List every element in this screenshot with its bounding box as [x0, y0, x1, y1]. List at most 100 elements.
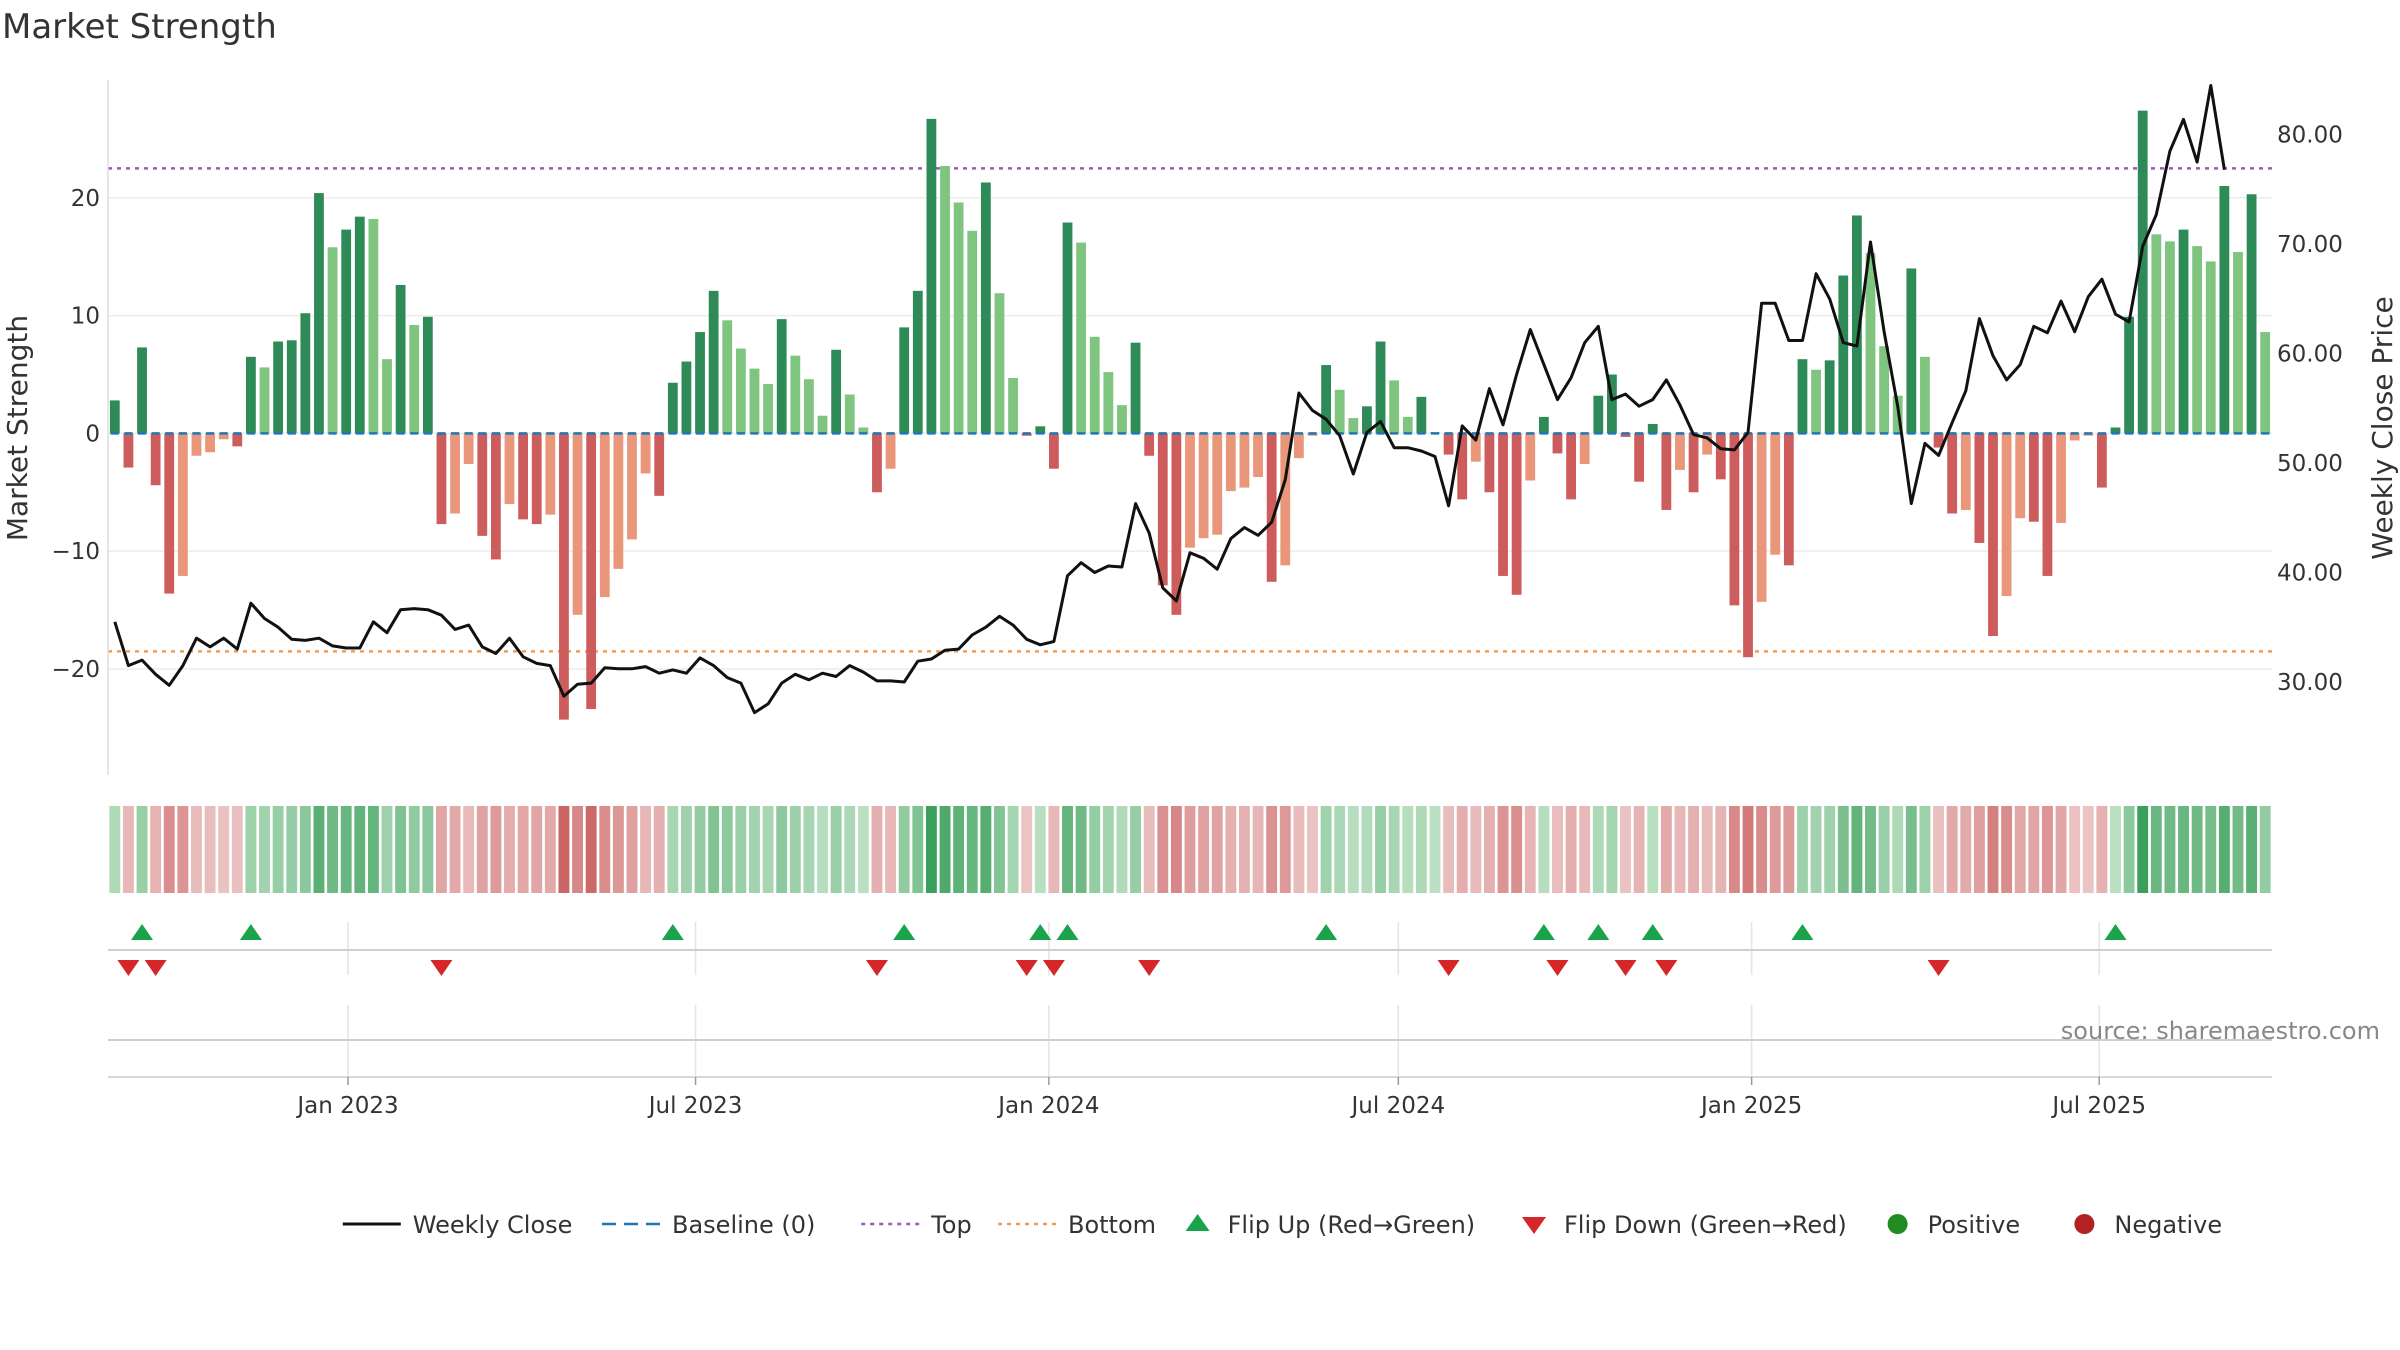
heat-cell: [544, 806, 556, 893]
strength-bar: [490, 433, 501, 560]
flip-up-marker: [1532, 924, 1555, 940]
heat-cell: [939, 806, 951, 893]
heat-cell: [830, 806, 842, 893]
heat-cell: [1878, 806, 1890, 893]
strength-bar: [409, 325, 420, 434]
x-tick-label: Jan 2023: [295, 1093, 398, 1119]
strength-bar: [1048, 433, 1059, 469]
strength-bar: [1511, 433, 1522, 595]
strength-bar: [1348, 418, 1359, 434]
flip-down-marker: [1655, 960, 1678, 976]
strength-bar: [1389, 380, 1400, 434]
flip-up-marker: [1056, 924, 1079, 940]
heat-cell: [1987, 806, 1999, 893]
strength-bar: [1062, 222, 1073, 434]
legend-label: Bottom: [1068, 1211, 1156, 1239]
heat-cell: [2110, 806, 2121, 893]
strength-bars: [109, 110, 2271, 720]
heat-cell: [1837, 806, 1849, 893]
strength-bar: [980, 182, 991, 434]
heat-cell: [109, 806, 121, 893]
heat-cell: [150, 806, 162, 893]
strength-bar: [1851, 215, 1862, 434]
heat-cell: [177, 806, 189, 893]
heat-cell: [572, 806, 583, 893]
heat-cell: [558, 806, 570, 893]
strength-bar: [1266, 433, 1277, 582]
heat-cell: [1688, 806, 1700, 893]
strength-bar: [1321, 365, 1332, 434]
strength-bar: [967, 230, 978, 434]
flip-down-marker: [1437, 960, 1460, 976]
heat-cell: [1851, 806, 1863, 893]
strength-bar: [1225, 433, 1236, 492]
heat-cell: [1769, 806, 1781, 893]
heat-cell: [1660, 806, 1672, 893]
heat-cell: [1157, 806, 1169, 893]
heat-cell: [912, 806, 924, 893]
heat-cell: [259, 806, 270, 893]
strength-bar: [246, 356, 256, 434]
flip-down-marker: [117, 960, 140, 976]
heat-cell: [218, 806, 230, 893]
strength-bar: [1702, 433, 1713, 455]
heat-cell: [1538, 806, 1550, 893]
heat-cell: [585, 806, 597, 893]
heat-cell: [1810, 806, 1822, 893]
flip-down-marker: [1614, 960, 1637, 976]
heat-cell: [1565, 806, 1577, 893]
heat-cell: [1225, 806, 1237, 893]
y-left-tick-label: 20: [71, 186, 100, 212]
legend: Weekly Close Baseline (0) Top Bottom Flip Up…: [342, 1211, 2222, 1239]
heat-cell: [1021, 806, 1033, 893]
strength-bar: [1457, 433, 1468, 500]
strength-bar: [2015, 433, 2026, 519]
strength-bar: [1375, 341, 1386, 434]
heat-cell: [2014, 806, 2026, 893]
heat-cell: [612, 806, 624, 893]
flip-down-marker: [865, 960, 888, 976]
strength-bar: [1743, 433, 1753, 658]
strength-bar: [531, 433, 542, 525]
heat-cell: [1674, 806, 1686, 893]
heat-cell: [1048, 806, 1060, 893]
strength-bar: [926, 118, 937, 434]
heat-cell: [449, 806, 461, 893]
heat-cell: [708, 806, 720, 893]
strength-bar: [1688, 433, 1699, 493]
heat-cell: [517, 806, 529, 893]
heat-cell: [1062, 806, 1073, 893]
heat-cell: [762, 806, 774, 893]
heat-cell: [1647, 806, 1659, 893]
heat-cell: [1483, 806, 1495, 893]
heat-cell: [122, 806, 134, 893]
flip-down-marker: [1015, 960, 1038, 976]
flip-down-marker: [1042, 960, 1065, 976]
heat-cell: [436, 806, 447, 893]
heat-cell: [1198, 806, 1210, 893]
flip-up-marker: [1315, 924, 1338, 940]
heat-cell: [1375, 806, 1386, 893]
strength-bar: [1770, 433, 1781, 555]
heat-cell: [504, 806, 515, 893]
legend-label: Baseline (0): [672, 1211, 815, 1239]
heat-cell: [1946, 806, 1958, 893]
strength-bar: [1593, 395, 1604, 434]
strength-bar: [1117, 405, 1127, 434]
heat-cell: [1824, 806, 1836, 893]
strength-bar: [2219, 186, 2230, 434]
chart-title: Market Strength: [2, 7, 277, 47]
strength-bar: [177, 433, 188, 576]
strength-bar: [613, 433, 624, 569]
heat-cell: [1973, 806, 1985, 893]
heat-cell: [2205, 806, 2217, 893]
legend-label: Negative: [2114, 1211, 2222, 1239]
heat-cell: [2028, 806, 2040, 893]
flip-up-marker: [661, 924, 684, 940]
strength-bar: [1089, 336, 1100, 434]
heat-cell: [286, 806, 298, 893]
strength-bar: [1157, 433, 1168, 586]
strength-bar: [640, 433, 651, 474]
heat-cell: [2232, 806, 2244, 893]
heat-cell: [1102, 806, 1114, 893]
